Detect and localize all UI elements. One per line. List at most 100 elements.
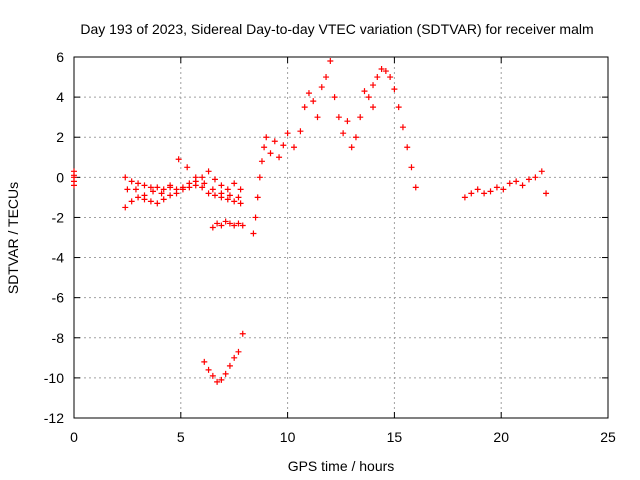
data-point (261, 144, 268, 151)
data-point (374, 74, 381, 81)
series-low-arc (201, 330, 246, 385)
data-point (468, 190, 475, 197)
data-point (344, 118, 351, 125)
data-point (237, 200, 244, 207)
data-point (226, 192, 233, 199)
data-point (382, 68, 389, 75)
data-point (179, 186, 186, 193)
data-point (519, 182, 526, 189)
data-point (231, 198, 238, 205)
data-point (184, 164, 191, 171)
data-point (305, 90, 312, 97)
data-point (399, 124, 406, 131)
data-point (387, 74, 394, 81)
data-point (141, 192, 148, 199)
data-point (352, 134, 359, 141)
series-peak-15h (370, 66, 419, 191)
data-point (395, 104, 402, 111)
data-point (214, 220, 221, 227)
x-axis-title: GPS time / hours (288, 458, 395, 474)
data-point (224, 186, 231, 193)
data-point (147, 184, 154, 191)
data-point (280, 142, 287, 149)
data-point (147, 198, 154, 205)
x-tick-label: 20 (493, 429, 509, 445)
y-tick-label: -6 (52, 290, 65, 306)
data-point (481, 190, 488, 197)
y-tick-label: 6 (56, 49, 64, 65)
data-point (199, 174, 206, 181)
data-point (493, 184, 500, 191)
data-point (301, 104, 308, 111)
data-point (271, 138, 278, 145)
series-segment-start (71, 168, 77, 189)
data-point (254, 194, 261, 201)
data-point (404, 144, 411, 151)
data-point (192, 174, 199, 181)
data-point (135, 180, 142, 187)
data-point (543, 190, 550, 197)
data-point (252, 214, 259, 221)
chart-title: Day 193 of 2023, Sidereal Day-to-day VTE… (80, 21, 593, 37)
data-point (235, 220, 242, 227)
data-point (201, 180, 208, 187)
data-point (314, 114, 321, 121)
x-tick-label: 25 (600, 429, 616, 445)
data-point (297, 128, 304, 135)
data-point (361, 88, 368, 95)
data-point (209, 372, 216, 379)
data-point (378, 66, 385, 73)
data-point (132, 186, 139, 193)
data-point (258, 158, 265, 165)
data-point (237, 186, 244, 193)
data-point (226, 220, 233, 227)
data-point (122, 174, 129, 181)
data-point (201, 358, 208, 365)
data-point (335, 114, 342, 121)
data-point (226, 362, 233, 369)
data-point (214, 378, 221, 385)
data-point (141, 182, 148, 189)
data-point (160, 186, 167, 193)
data-point (231, 354, 238, 361)
data-point (370, 82, 377, 89)
data-point (327, 58, 334, 65)
data-point (500, 186, 507, 193)
data-point (365, 94, 372, 101)
data-point (525, 176, 532, 183)
data-point (122, 204, 129, 211)
data-point (291, 144, 298, 151)
data-point (154, 184, 161, 191)
data-point (150, 188, 157, 195)
data-point (412, 184, 419, 191)
data-point (487, 188, 494, 195)
data-point (205, 366, 212, 373)
data-point (167, 192, 174, 199)
data-point (323, 74, 330, 81)
data-point (310, 98, 317, 105)
data-point (276, 154, 283, 161)
data-point (209, 186, 216, 193)
data-point (71, 182, 77, 189)
data-point (506, 180, 513, 187)
data-point (357, 114, 364, 121)
data-point (239, 330, 246, 337)
series-night-arc (461, 168, 550, 201)
x-tick-label: 5 (177, 429, 185, 445)
grid (74, 57, 608, 418)
plot-frame (73, 56, 609, 419)
data-point (340, 130, 347, 137)
data-point (231, 222, 238, 229)
data-point (231, 180, 238, 187)
data-point (218, 190, 225, 197)
data-point (154, 200, 161, 207)
data-point (263, 134, 270, 141)
data-point (218, 376, 225, 383)
data-point (124, 186, 131, 193)
data-point (205, 168, 212, 175)
data-point (461, 194, 468, 201)
series-peak-12h (301, 58, 377, 151)
data-point (370, 104, 377, 111)
data-point (173, 190, 180, 197)
x-tick-label: 10 (280, 429, 296, 445)
